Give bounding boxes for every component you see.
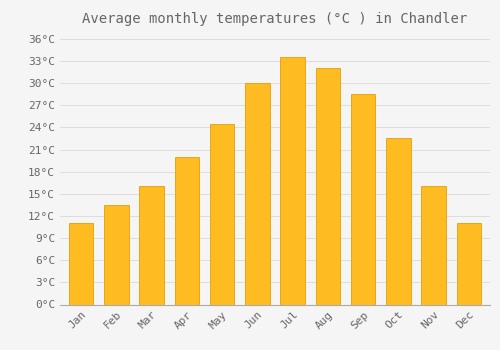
Bar [456,223,481,304]
Bar [140,187,164,304]
Bar [210,124,234,304]
Bar [104,205,128,304]
Bar [69,223,94,304]
Bar [386,139,410,304]
Bar [245,83,270,304]
Bar [280,57,305,304]
Bar [174,157,199,304]
Bar [316,68,340,304]
Title: Average monthly temperatures (°C ) in Chandler: Average monthly temperatures (°C ) in Ch… [82,12,468,26]
Bar [351,94,376,304]
Bar [422,187,446,304]
